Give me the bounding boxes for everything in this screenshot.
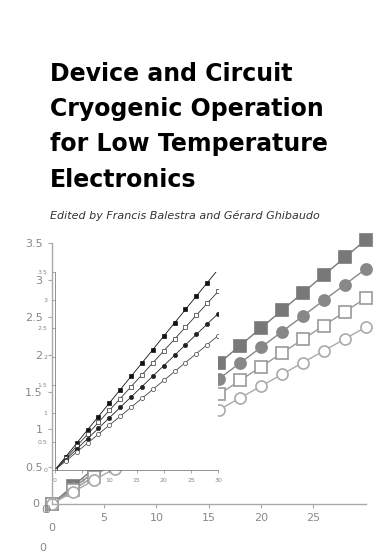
Text: Springer Science+Business Media, B.V.: Springer Science+Business Media, B.V. xyxy=(107,523,352,536)
Text: 0: 0 xyxy=(39,543,46,552)
Text: Edited by Francis Balestra and Gérard Ghibaudo: Edited by Francis Balestra and Gérard Gh… xyxy=(50,210,319,221)
Text: 0: 0 xyxy=(48,523,55,533)
Text: 0: 0 xyxy=(43,505,50,515)
Text: Device and Circuit: Device and Circuit xyxy=(50,62,292,86)
Text: Electronics: Electronics xyxy=(50,168,196,192)
Text: for Low Temperature: for Low Temperature xyxy=(50,132,328,156)
Text: 0: 0 xyxy=(32,499,39,509)
Text: 0: 0 xyxy=(41,505,48,514)
Text: Cryogenic Operation: Cryogenic Operation xyxy=(50,97,324,121)
